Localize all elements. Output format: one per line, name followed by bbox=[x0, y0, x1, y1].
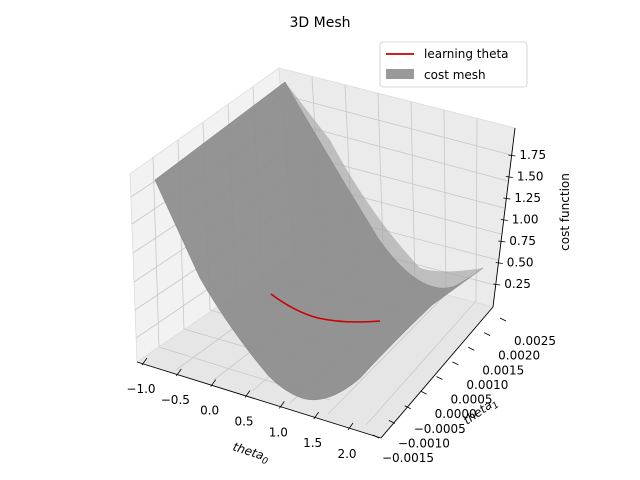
y-tick-mark bbox=[483, 332, 491, 336]
z-tick-mark bbox=[508, 154, 516, 157]
x-tick-label: 0.5 bbox=[234, 415, 253, 429]
z-tick-mark bbox=[505, 176, 513, 178]
z-tick-label: 1.50 bbox=[517, 170, 544, 184]
x-axis-label: theta0 bbox=[230, 440, 271, 468]
y-tick-mark bbox=[388, 420, 396, 424]
z-axis-label: cost function bbox=[558, 173, 572, 251]
x-tick-label: 1.0 bbox=[269, 425, 288, 439]
z-tick-mark bbox=[500, 219, 508, 221]
y-tick-mark bbox=[452, 361, 459, 366]
z-tick-label: 0.25 bbox=[504, 277, 531, 291]
y-axis-ticks: −0.0015−0.0010−0.00050.00000.00050.00100… bbox=[372, 317, 556, 465]
z-tick-label: 0.75 bbox=[509, 234, 536, 248]
legend: learning theta cost mesh bbox=[379, 41, 528, 88]
x-tick-mark bbox=[176, 368, 182, 377]
x-tick-mark bbox=[244, 390, 251, 398]
x-tick-mark bbox=[347, 422, 354, 431]
y-tick-mark bbox=[436, 376, 443, 380]
x-tick-mark bbox=[141, 357, 148, 366]
y-tick-mark bbox=[499, 317, 507, 322]
x-tick-label: 1.5 bbox=[303, 436, 322, 450]
y-tick-label: −0.0010 bbox=[398, 436, 450, 450]
y-tick-label: 0.0000 bbox=[435, 407, 477, 421]
y-tick-label: −0.0005 bbox=[414, 422, 466, 436]
z-tick-mark bbox=[503, 197, 511, 200]
z-axis-ticks: 0.25 0.50 0.75 1.00 1.25 1.50 1.75 bbox=[493, 148, 546, 291]
legend-label-cost-mesh: cost mesh bbox=[424, 68, 486, 82]
z-tick-label: 0.50 bbox=[507, 256, 534, 270]
x-tick-mark bbox=[279, 401, 285, 409]
y-tick-label: 0.0015 bbox=[482, 363, 524, 377]
legend-box bbox=[379, 41, 528, 88]
y-tick-label: 0.0010 bbox=[466, 378, 508, 392]
y-tick-mark bbox=[372, 434, 380, 439]
x-tick-label: 0.0 bbox=[200, 404, 219, 418]
x-axis-ticks: −1.0 −0.5 0.0 0.5 1.0 1.5 2.0 bbox=[126, 357, 357, 461]
legend-patch-swatch bbox=[386, 69, 414, 79]
y-tick-mark bbox=[468, 346, 475, 351]
cost-mesh-surface bbox=[154, 81, 484, 401]
y-tick-label: 0.0025 bbox=[514, 334, 556, 348]
z-tick-label: 1.25 bbox=[514, 191, 541, 205]
chart-title: 3D Mesh bbox=[290, 15, 351, 31]
legend-label-learning-theta: learning theta bbox=[424, 47, 509, 61]
x-tick-label: −1.0 bbox=[126, 382, 155, 396]
z-tick-label: 1.75 bbox=[519, 148, 546, 162]
z-tick-mark bbox=[495, 262, 503, 264]
y-tick-mark bbox=[404, 405, 411, 410]
y-tick-label: 0.0005 bbox=[451, 393, 493, 407]
y-tick-label: −0.0015 bbox=[382, 451, 434, 465]
z-tick-label: 1.00 bbox=[512, 213, 539, 227]
x-tick-mark bbox=[210, 379, 216, 387]
x-tick-label: −0.5 bbox=[161, 393, 190, 407]
axis-spines bbox=[136, 127, 516, 439]
learning-theta-path bbox=[270, 293, 381, 323]
z-tick-mark bbox=[493, 283, 501, 286]
y-tick-mark bbox=[420, 390, 427, 395]
y-tick-label: 0.0020 bbox=[498, 349, 540, 363]
x-tick-label: 2.0 bbox=[337, 447, 356, 461]
x-tick-mark bbox=[313, 411, 319, 420]
z-tick-mark bbox=[498, 240, 506, 243]
